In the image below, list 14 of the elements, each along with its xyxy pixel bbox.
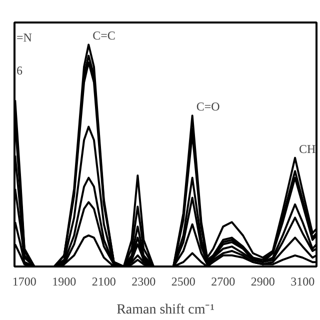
annotation: 6 <box>16 64 22 78</box>
x-tick-label: 2500 <box>171 274 196 288</box>
x-tick-label: 2300 <box>132 274 156 288</box>
x-tick-label: 1700 <box>12 274 36 288</box>
x-tick-label: 1900 <box>52 274 76 288</box>
x-axis-title: Raman shift cm⁻¹ <box>116 302 214 318</box>
x-tick-label: 2700 <box>211 274 236 288</box>
x-tick-label: 2100 <box>92 274 116 288</box>
text: =N <box>16 30 32 44</box>
annotation: C=O <box>196 100 220 114</box>
x-tick-label: 2900 <box>250 274 275 288</box>
annotation: CH <box>299 142 316 156</box>
x-tick-label: 3100 <box>290 274 315 288</box>
annotation: C=C <box>92 28 116 43</box>
